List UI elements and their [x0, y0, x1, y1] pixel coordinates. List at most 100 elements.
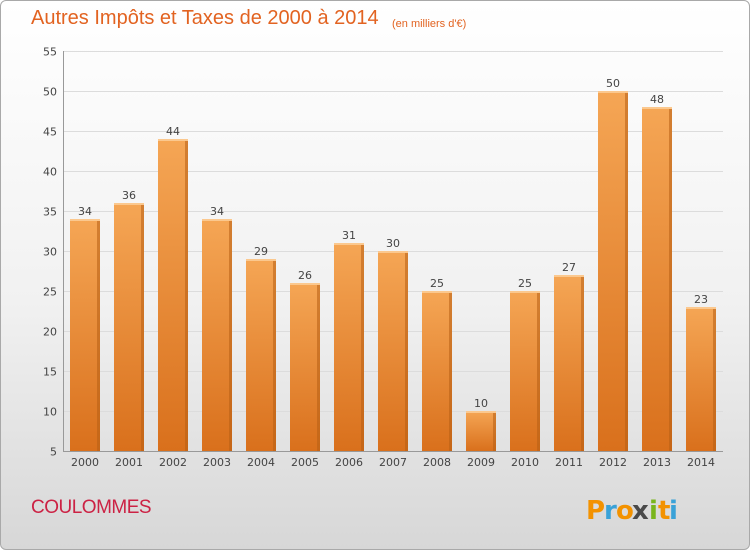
bar-shade	[537, 291, 540, 451]
y-tick-label: 50	[43, 86, 57, 99]
x-tick-label: 2000	[71, 456, 99, 469]
y-tick-label: 10	[43, 406, 57, 419]
logo-letter: t	[658, 496, 670, 526]
bar-highlight	[70, 219, 100, 221]
x-tick-label: 2008	[423, 456, 451, 469]
bar-highlight	[598, 91, 628, 93]
proxiti-logo: Pr ox i ti	[586, 496, 678, 526]
bar	[422, 291, 452, 451]
bar	[70, 219, 100, 451]
x-tick-label: 2003	[203, 456, 231, 469]
bar	[510, 291, 540, 451]
bar-shade	[493, 411, 496, 451]
bar-shade	[361, 243, 364, 451]
bar	[598, 91, 628, 451]
y-tick-label: 20	[43, 326, 57, 339]
x-tick-label: 2014	[687, 456, 715, 469]
x-tick-label: 2009	[467, 456, 495, 469]
bar-highlight	[510, 291, 540, 293]
bar-highlight	[158, 139, 188, 141]
bar-highlight	[422, 291, 452, 293]
bar-value-label: 34	[78, 205, 92, 218]
x-tick-label: 2012	[599, 456, 627, 469]
bar	[202, 219, 232, 451]
bar-highlight	[114, 203, 144, 205]
bar	[158, 139, 188, 451]
bar-shade	[713, 307, 716, 451]
labels: 5 10 15 20 25 30 35 40 45 50 55 34 2000 36 2001 44 2002 3…	[43, 46, 715, 470]
x-tick-label: 2013	[643, 456, 671, 469]
bar-highlight	[334, 243, 364, 245]
bar-value-label: 48	[650, 93, 664, 106]
axes	[63, 51, 723, 452]
commune-name: COULOMMES	[31, 497, 152, 518]
y-tick-label: 35	[43, 206, 57, 219]
bar-highlight	[202, 219, 232, 221]
bar-value-label: 10	[474, 397, 488, 410]
x-tick-label: 2006	[335, 456, 363, 469]
bar	[334, 243, 364, 451]
bar	[290, 283, 320, 451]
bar-shade	[141, 203, 144, 451]
x-tick-label: 2005	[291, 456, 319, 469]
bar	[378, 251, 408, 451]
y-tick-label: 55	[43, 46, 57, 59]
y-tick-label: 5	[50, 446, 57, 459]
x-tick-label: 2004	[247, 456, 275, 469]
logo-letter: P	[586, 496, 605, 526]
bar-shade	[229, 219, 232, 451]
bar-shade	[669, 107, 672, 451]
y-tick-label: 15	[43, 366, 57, 379]
bar-value-label: 34	[210, 205, 224, 218]
x-tick-label: 2007	[379, 456, 407, 469]
y-tick-label: 40	[43, 166, 57, 179]
bar-value-label: 29	[254, 245, 268, 258]
bar-highlight	[246, 259, 276, 261]
bar-shade	[449, 291, 452, 451]
logo-letter: i	[669, 496, 678, 526]
x-tick-label: 2010	[511, 456, 539, 469]
y-tick-label: 45	[43, 126, 57, 139]
bar-shade	[97, 219, 100, 451]
bar	[554, 275, 584, 451]
bar-value-label: 25	[430, 277, 444, 290]
bar-shade	[273, 259, 276, 451]
bar-value-label: 23	[694, 293, 708, 306]
bar	[114, 203, 144, 451]
y-tick-label: 25	[43, 286, 57, 299]
bar-highlight	[466, 411, 496, 413]
bars	[70, 91, 716, 451]
bar-highlight	[686, 307, 716, 309]
x-tick-label: 2001	[115, 456, 143, 469]
bar-value-label: 50	[606, 77, 620, 90]
bar-value-label: 27	[562, 261, 576, 274]
bar-highlight	[642, 107, 672, 109]
bar-shade	[405, 251, 408, 451]
logo-letter: r	[604, 496, 617, 526]
bar	[466, 411, 496, 451]
x-tick-label: 2002	[159, 456, 187, 469]
bar-shade	[625, 91, 628, 451]
bar-value-label: 30	[386, 237, 400, 250]
chart-title: Autres Impôts et Taxes de 2000 à 2014	[31, 7, 379, 29]
logo-letter: i	[649, 496, 658, 526]
bar-shade	[185, 139, 188, 451]
bar-shade	[581, 275, 584, 451]
bar-value-label: 44	[166, 125, 180, 138]
bar-value-label: 25	[518, 277, 532, 290]
chart-subtitle: (en milliers d'€)	[392, 18, 467, 30]
bar-highlight	[290, 283, 320, 285]
logo-letter: o	[616, 496, 634, 526]
bar	[246, 259, 276, 451]
x-tick-label: 2011	[555, 456, 583, 469]
bar-value-label: 36	[122, 189, 136, 202]
bar-highlight	[378, 251, 408, 253]
logo-letter: x	[632, 496, 649, 526]
bar	[686, 307, 716, 451]
bar	[642, 107, 672, 451]
bar-value-label: 26	[298, 269, 312, 282]
y-tick-label: 30	[43, 246, 57, 259]
bar-highlight	[554, 275, 584, 277]
